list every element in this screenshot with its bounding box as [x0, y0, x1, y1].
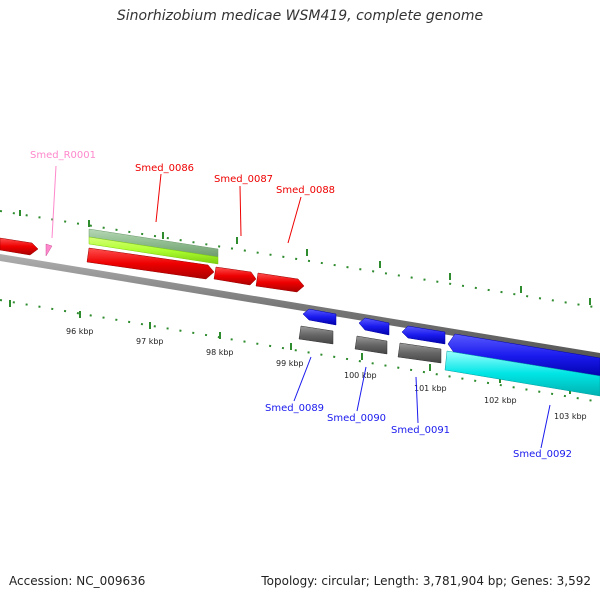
gene-label-smed-0092[interactable]: Smed_0092 — [513, 449, 572, 460]
tick-label: 102 kbp — [484, 396, 517, 405]
gene-label-smed-0090[interactable]: Smed_0090 — [327, 413, 386, 424]
gene-label-smed-0088[interactable]: Smed_0088 — [276, 185, 335, 196]
genome-summary: Topology: circular; Length: 3,781,904 bp… — [261, 574, 591, 588]
cds-feature-0086-b[interactable] — [88, 236, 219, 265]
gene-arrow-smed-0089[interactable] — [302, 308, 337, 326]
cds-feature-0092[interactable] — [444, 350, 600, 397]
tick-label: 96 kbp — [66, 327, 94, 336]
label-leaders — [51, 165, 551, 449]
gene-label-smed-0091[interactable]: Smed_0091 — [391, 425, 450, 436]
tick-label: 100 kbp — [344, 371, 377, 380]
tick-label: 103 kbp — [554, 412, 587, 421]
tick-label: 97 kbp — [136, 337, 164, 346]
gene-arrow-smed-0090[interactable] — [358, 317, 390, 336]
cds-feature-0089[interactable] — [298, 325, 334, 345]
accession-label: Accession: NC_009636 — [9, 574, 146, 588]
gene-arrow-smed-0087[interactable] — [213, 266, 257, 286]
tick-label: 99 kbp — [276, 359, 304, 368]
gene-label-smed-r0001[interactable]: Smed_R0001 — [30, 150, 96, 161]
tick-label: 98 kbp — [206, 348, 234, 357]
gene-arrow-smed-0088[interactable] — [255, 272, 305, 293]
genome-title: Sinorhizobium medicae WSM419, complete g… — [116, 8, 484, 24]
gene-label-smed-0089[interactable]: Smed_0089 — [265, 403, 324, 414]
cds-feature-0091[interactable] — [397, 342, 442, 364]
tick-labels: 96 kbp 97 kbp 98 kbp 99 kbp 100 kbp 101 … — [66, 327, 587, 421]
cds-feature-0090[interactable] — [354, 335, 388, 355]
rna-arrow[interactable] — [45, 243, 53, 257]
forward-cds-features — [88, 228, 219, 265]
gene-label-smed-0087[interactable]: Smed_0087 — [214, 174, 273, 185]
tick-label: 101 kbp — [414, 384, 447, 393]
outer-tick-track — [0, 210, 600, 309]
gene-label-smed-0086[interactable]: Smed_0086 — [135, 163, 194, 174]
gene-labels: Smed_R0001 Smed_0086 Smed_0087 Smed_0088… — [30, 150, 572, 460]
gene-arrow-smed-0091[interactable] — [401, 325, 446, 345]
gene-arrow-smed-0086[interactable] — [86, 247, 215, 280]
genome-backbone — [0, 254, 600, 360]
gene-arrow[interactable] — [0, 237, 39, 256]
forward-genes — [0, 237, 305, 293]
reverse-genes — [298, 308, 600, 397]
